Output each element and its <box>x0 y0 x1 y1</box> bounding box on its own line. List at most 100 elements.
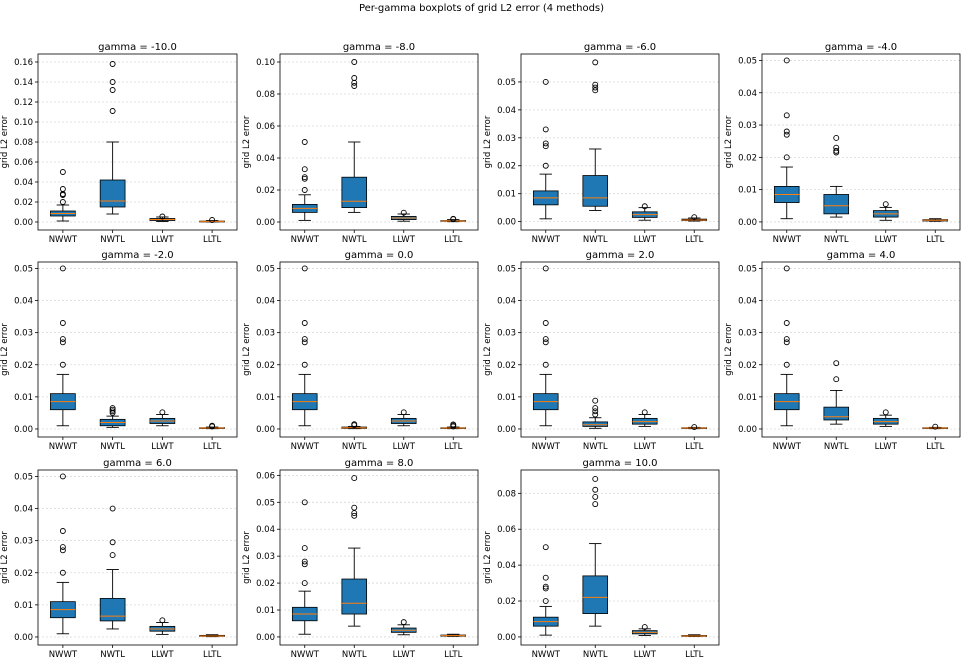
y-tick-label: 0.04 <box>256 154 275 164</box>
subplot-title: gamma = -4.0 <box>825 42 897 53</box>
box-llwt <box>631 409 658 427</box>
box-lltl <box>922 423 949 430</box>
y-tick-label: 0.05 <box>497 78 516 88</box>
flier <box>209 217 216 223</box>
x-tick-label: NWWT <box>532 650 561 660</box>
y-tick-label: 0.00 <box>14 218 33 228</box>
flier <box>301 139 308 145</box>
flier <box>109 552 116 559</box>
x-tick-label: LLTL <box>203 442 221 452</box>
y-tick-label: 0.00 <box>14 633 33 643</box>
box-llwt <box>390 409 417 427</box>
x-tick-label: NWTL <box>583 442 608 452</box>
y-tick-label: 0.01 <box>738 393 757 403</box>
flier <box>450 421 457 428</box>
x-tick-label: NWTL <box>342 235 367 245</box>
x-tick-label: NWWT <box>291 650 320 660</box>
flier <box>351 421 358 428</box>
box-nwtl <box>99 61 126 215</box>
y-tick-label: 0.03 <box>738 121 757 131</box>
box-nwtl <box>99 505 126 630</box>
y-tick-label: 0.04 <box>497 106 516 116</box>
flier <box>301 265 308 272</box>
box-body <box>341 578 368 615</box>
flier <box>351 512 358 519</box>
y-tick-label: 0.04 <box>497 297 516 307</box>
box-body <box>823 406 850 421</box>
box-nwtl <box>99 405 126 428</box>
x-tick-label: LLWT <box>634 442 657 452</box>
axes-frame <box>761 53 961 231</box>
y-tick-label: 0.06 <box>256 471 275 481</box>
y-tick-label: 0.05 <box>738 56 757 66</box>
flier <box>159 617 166 624</box>
flier <box>641 409 648 416</box>
flier <box>783 128 790 135</box>
box-lltl <box>199 217 225 223</box>
subplot-title: gamma = 8.0 <box>345 458 414 469</box>
flier <box>592 81 599 88</box>
box-body <box>341 176 368 208</box>
flier <box>542 574 549 581</box>
x-tick-label: LLWT <box>393 442 416 452</box>
x-tick-label: NWTL <box>342 442 367 452</box>
subplot-title: gamma = -10.0 <box>98 42 177 53</box>
y-axis-label: grid L2 error <box>724 115 734 168</box>
subplot-title: gamma = 0.0 <box>345 250 414 261</box>
box-body <box>99 179 126 208</box>
flier <box>400 409 407 416</box>
box-nwtl <box>823 135 850 218</box>
flier <box>59 544 66 551</box>
x-tick-label: LLTL <box>444 235 462 245</box>
box-body <box>582 421 609 427</box>
y-tick-label: 0.12 <box>14 98 33 108</box>
y-tick-label: 0.02 <box>256 579 275 589</box>
y-axis-label: grid L2 error <box>0 323 10 376</box>
box-llwt <box>872 201 899 221</box>
flier <box>351 83 358 89</box>
y-tick-label: 0.03 <box>497 329 516 339</box>
flier <box>833 376 840 383</box>
y-tick-label: 0.00 <box>738 425 757 435</box>
y-tick-label: 0.00 <box>497 633 516 643</box>
flier <box>641 203 648 210</box>
x-tick-label: NWWT <box>291 235 320 245</box>
flier <box>542 265 549 272</box>
figure-suptitle: Per-gamma boxplots of grid L2 error (4 m… <box>358 3 605 14</box>
box-lltl <box>681 214 708 222</box>
flier <box>159 213 166 220</box>
y-tick-label: 0.03 <box>14 537 33 547</box>
flier <box>301 561 308 568</box>
box-nwwt <box>50 473 76 635</box>
y-tick-label: 0.08 <box>256 90 275 100</box>
flier <box>159 409 166 416</box>
subplot-7: 0.00 0.01 0.02 0.03 0.04 0.05 NWWT NWTL LLWT LLTL… <box>724 250 961 452</box>
flier <box>592 397 599 404</box>
flier <box>351 475 358 482</box>
flier <box>301 166 308 173</box>
x-tick-label: LLTL <box>203 650 221 660</box>
y-axis-label: grid L2 error <box>0 531 10 584</box>
box-lltl <box>681 634 708 638</box>
y-tick-label: 0.08 <box>497 489 516 499</box>
box-nwtl <box>582 397 609 429</box>
y-tick-label: 0.05 <box>256 264 275 274</box>
x-tick-label: LLTL <box>926 442 944 452</box>
x-tick-label: NWTL <box>824 442 849 452</box>
x-tick-label: NWWT <box>532 235 561 245</box>
flier <box>301 545 308 552</box>
axes-frame <box>279 53 479 231</box>
axes-frame <box>37 469 238 646</box>
flier <box>542 336 549 343</box>
flier <box>783 339 790 346</box>
box-nwtl <box>823 360 850 425</box>
flier <box>59 569 66 576</box>
x-tick-label: LLWT <box>634 650 657 660</box>
y-tick-label: 0.05 <box>14 264 33 274</box>
subplot-0: 0.00 0.02 0.04 0.06 0.08 0.10 0.12 0.14 0.16 NWWT… <box>0 42 238 245</box>
y-tick-label: 0.02 <box>497 597 516 607</box>
y-tick-label: 0.00 <box>14 425 33 435</box>
flier <box>641 624 648 631</box>
y-tick-label: 0.01 <box>497 393 516 403</box>
axes-frame <box>520 469 720 646</box>
